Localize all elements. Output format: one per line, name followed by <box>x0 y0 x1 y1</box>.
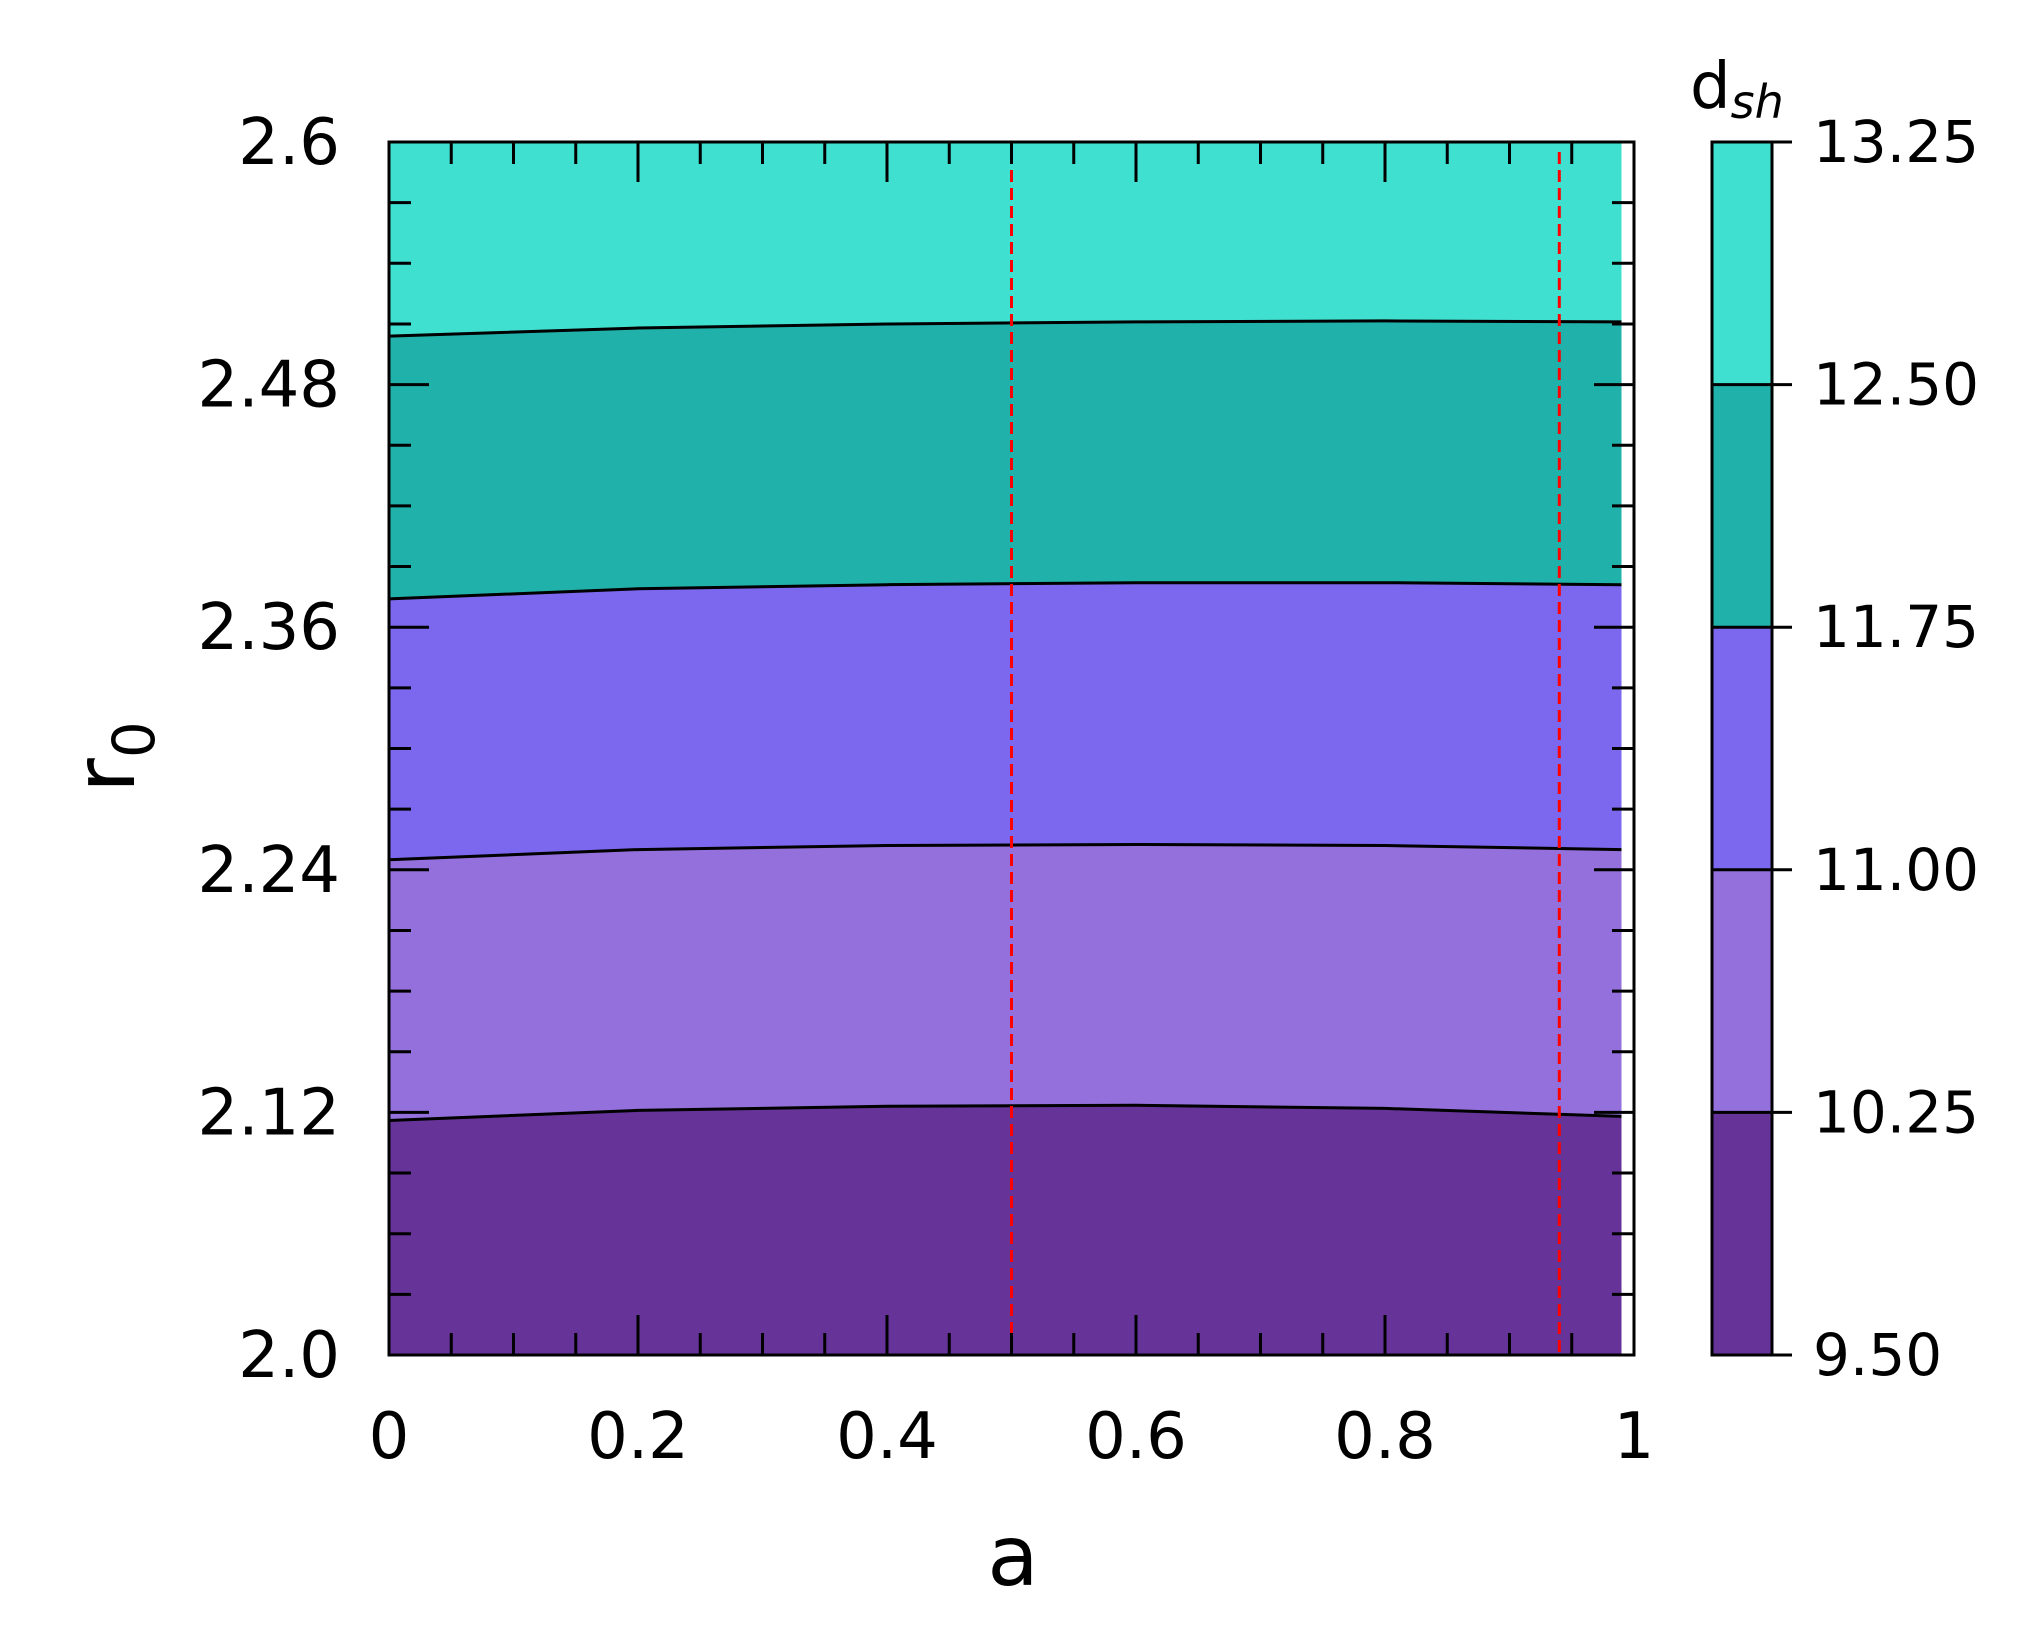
colorbar-segment-3 <box>1712 384 1772 628</box>
colorbar-tick-label: 10.25 <box>1813 1078 1979 1146</box>
x-tick-label: 0.2 <box>587 1400 689 1474</box>
x-tick-label: 0.6 <box>1085 1400 1187 1474</box>
contour-line-2 <box>388 581 1622 601</box>
y-tick-label: 2.6 <box>238 106 340 180</box>
colorbar-tick-label: 12.50 <box>1813 351 1979 419</box>
x-tick-label: 1 <box>1614 1400 1655 1474</box>
colorbar-label-base: d <box>1690 50 1731 124</box>
contour-band-3 <box>389 320 1622 599</box>
contour-fills <box>389 142 1622 1355</box>
colorbar-ticks: 9.50 10.25 11.00 11.75 12.50 13.25 <box>1772 108 1979 1389</box>
x-tick-label: 0 <box>369 1400 410 1474</box>
x-tick-label: 0.4 <box>836 1400 938 1474</box>
y-axis-label: r0 <box>56 721 168 792</box>
x-axis-label: a <box>987 1507 1038 1605</box>
contour-band-0 <box>389 1105 1622 1355</box>
colorbar <box>1710 140 1774 1357</box>
x-axis-ticks: 0 0.2 0.4 0.6 0.8 1 <box>369 142 1655 1474</box>
y-tick-label: 2.36 <box>198 591 341 665</box>
y-tick-label: 2.24 <box>198 834 341 908</box>
y-tick-label: 2.0 <box>238 1319 340 1393</box>
colorbar-segment-2 <box>1712 627 1772 870</box>
y-axis-ticks: 2.0 2.12 2.24 2.36 2.48 2.6 <box>198 106 1634 1393</box>
y-axis-label-base: r <box>56 758 154 793</box>
colorbar-segment-0 <box>1712 1112 1772 1355</box>
colorbar-segment-4 <box>1712 142 1772 385</box>
colorbar-tick-label: 11.75 <box>1813 593 1979 661</box>
y-axis-label-sub: 0 <box>100 721 168 758</box>
colorbar-tick-label: 13.25 <box>1813 108 1979 176</box>
colorbar-segment-1 <box>1712 869 1772 1113</box>
y-tick-label: 2.12 <box>198 1076 341 1150</box>
colorbar-frame <box>1710 140 1774 1357</box>
colorbar-label: dsh <box>1690 50 1784 129</box>
contour-band-1 <box>389 844 1622 1121</box>
colorbar-label-sub: sh <box>1731 75 1784 129</box>
colorbar-tick-label: 9.50 <box>1813 1321 1942 1389</box>
contour-band-4 <box>389 142 1622 337</box>
y-tick-label: 2.48 <box>198 349 341 423</box>
contour-band-2 <box>389 582 1622 860</box>
x-tick-label: 0.8 <box>1334 1400 1436 1474</box>
contour-line-0 <box>388 1103 1622 1122</box>
reference-lines <box>1010 152 1561 1355</box>
colorbar-tick-label: 11.00 <box>1813 836 1979 904</box>
